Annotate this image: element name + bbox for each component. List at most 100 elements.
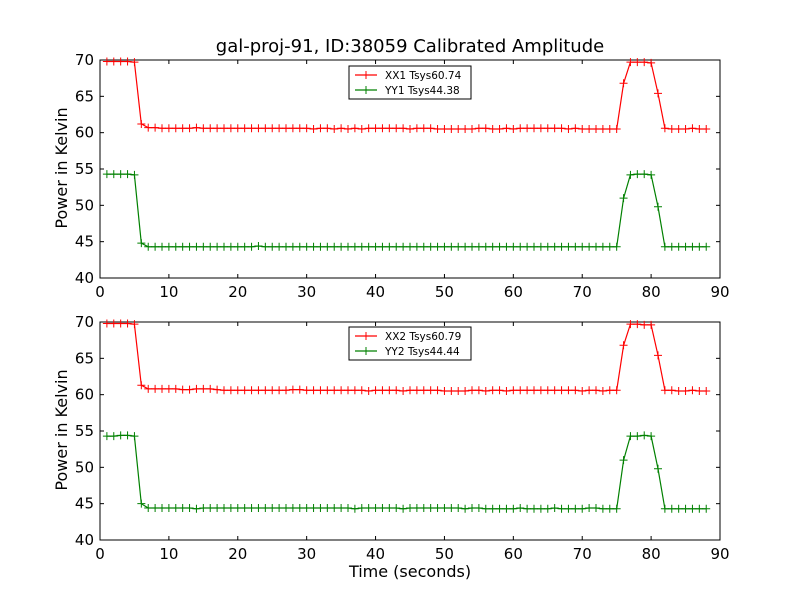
top-data-point bbox=[282, 124, 290, 133]
top-y-tick-label: 40 bbox=[75, 269, 94, 287]
top-data-point bbox=[144, 242, 153, 251]
bottom-data-point bbox=[220, 386, 228, 395]
bottom-x-tick-label: 10 bbox=[159, 545, 178, 563]
top-data-point bbox=[633, 58, 642, 67]
bottom-data-point bbox=[681, 387, 690, 396]
bottom-data-point bbox=[474, 386, 483, 395]
bottom-data-point bbox=[530, 504, 538, 513]
bottom-y-axis-label: Power in Kelvin bbox=[52, 369, 71, 490]
bottom-data-point bbox=[412, 504, 421, 513]
top-data-point bbox=[488, 125, 497, 134]
bottom-data-point bbox=[585, 504, 594, 513]
bottom-data-point bbox=[702, 387, 711, 396]
top-data-point bbox=[323, 124, 332, 133]
top-data-point bbox=[282, 242, 290, 251]
top-y-tick-label: 60 bbox=[75, 124, 94, 142]
top-data-point bbox=[447, 125, 456, 134]
bottom-data-point bbox=[433, 504, 442, 513]
top-data-point bbox=[213, 124, 222, 133]
bottom-data-point bbox=[571, 386, 580, 395]
bottom-data-point bbox=[247, 386, 256, 395]
top-x-tick-label: 90 bbox=[710, 283, 729, 301]
bottom-data-point bbox=[447, 387, 456, 396]
top-data-point bbox=[481, 242, 490, 251]
bottom-data-point bbox=[481, 387, 490, 396]
bottom-data-point bbox=[660, 386, 669, 395]
top-data-point bbox=[192, 123, 201, 132]
bottom-data-point bbox=[688, 386, 697, 395]
top-data-point bbox=[102, 170, 111, 179]
bottom-data-point bbox=[295, 385, 304, 394]
top-data-point bbox=[233, 124, 242, 133]
bottom-data-point bbox=[137, 499, 146, 508]
bottom-legend-label: XX2 Tsys60.79 bbox=[385, 331, 461, 343]
bottom-data-point bbox=[571, 504, 580, 513]
top-data-point bbox=[605, 242, 614, 251]
top-data-point bbox=[130, 58, 139, 67]
top-data-point bbox=[557, 124, 566, 133]
bottom-data-point bbox=[557, 386, 566, 395]
top-data-point bbox=[316, 242, 325, 251]
bottom-data-point bbox=[419, 386, 428, 395]
top-data-point bbox=[151, 242, 160, 251]
bottom-data-point bbox=[454, 387, 463, 396]
top-legend: XX1 Tsys60.74 YY1 Tsys44.38 bbox=[348, 65, 472, 100]
top-data-point bbox=[226, 242, 235, 251]
bottom-data-point bbox=[144, 504, 153, 513]
top-data-point bbox=[199, 242, 208, 251]
bottom-data-point bbox=[330, 386, 339, 395]
top-data-point bbox=[109, 170, 118, 179]
bottom-data-point bbox=[502, 387, 511, 396]
bottom-data-point bbox=[674, 504, 683, 513]
bottom-data-point bbox=[660, 504, 669, 513]
bottom-data-point bbox=[626, 432, 635, 441]
bottom-data-point bbox=[433, 386, 442, 395]
top-data-point bbox=[357, 242, 366, 251]
bottom-data-point bbox=[612, 504, 621, 513]
top-x-tick-label: 40 bbox=[366, 283, 385, 301]
top-data-point bbox=[426, 124, 435, 133]
top-data-point bbox=[330, 125, 339, 134]
bottom-data-point bbox=[406, 386, 414, 395]
top-x-tick-label: 20 bbox=[228, 283, 247, 301]
top-x-tick-label: 60 bbox=[504, 283, 523, 301]
bottom-data-point bbox=[447, 504, 456, 513]
bottom-data-point bbox=[454, 504, 463, 513]
top-data-point bbox=[109, 57, 118, 66]
bottom-data-point bbox=[316, 504, 325, 513]
top-data-point bbox=[633, 170, 642, 179]
top-data-point bbox=[261, 242, 270, 251]
bottom-data-point bbox=[461, 387, 470, 396]
top-data-point bbox=[116, 170, 125, 179]
bottom-data-point bbox=[667, 504, 676, 513]
top-data-point bbox=[288, 242, 297, 251]
bottom-y-tick-label: 65 bbox=[75, 349, 94, 367]
bottom-data-point bbox=[598, 387, 607, 396]
top-data-point bbox=[454, 242, 463, 251]
top-data-point bbox=[461, 242, 470, 251]
bottom-data-point bbox=[275, 504, 284, 513]
bottom-data-point bbox=[330, 504, 339, 513]
bottom-data-point bbox=[468, 386, 476, 395]
top-data-point bbox=[681, 242, 690, 251]
bottom-data-point bbox=[220, 504, 228, 513]
bottom-data-point bbox=[240, 504, 249, 513]
bottom-data-point bbox=[109, 319, 118, 328]
bottom-data-point bbox=[261, 504, 270, 513]
bottom-data-point bbox=[178, 385, 187, 394]
top-data-point bbox=[309, 125, 318, 134]
bottom-data-point bbox=[123, 319, 132, 328]
bottom-data-point bbox=[509, 504, 518, 513]
top-data-point bbox=[502, 242, 511, 251]
top-data-point bbox=[530, 242, 538, 251]
top-data-point bbox=[433, 242, 442, 251]
bottom-data-point bbox=[102, 319, 111, 328]
bottom-x-tick-label: 70 bbox=[573, 545, 592, 563]
top-legend-box bbox=[348, 65, 472, 100]
top-data-point bbox=[702, 125, 711, 134]
bottom-data-point bbox=[309, 386, 318, 395]
top-data-point bbox=[206, 124, 215, 133]
top-data-point bbox=[468, 125, 476, 134]
top-data-point bbox=[220, 124, 228, 133]
top-data-point bbox=[474, 124, 483, 133]
